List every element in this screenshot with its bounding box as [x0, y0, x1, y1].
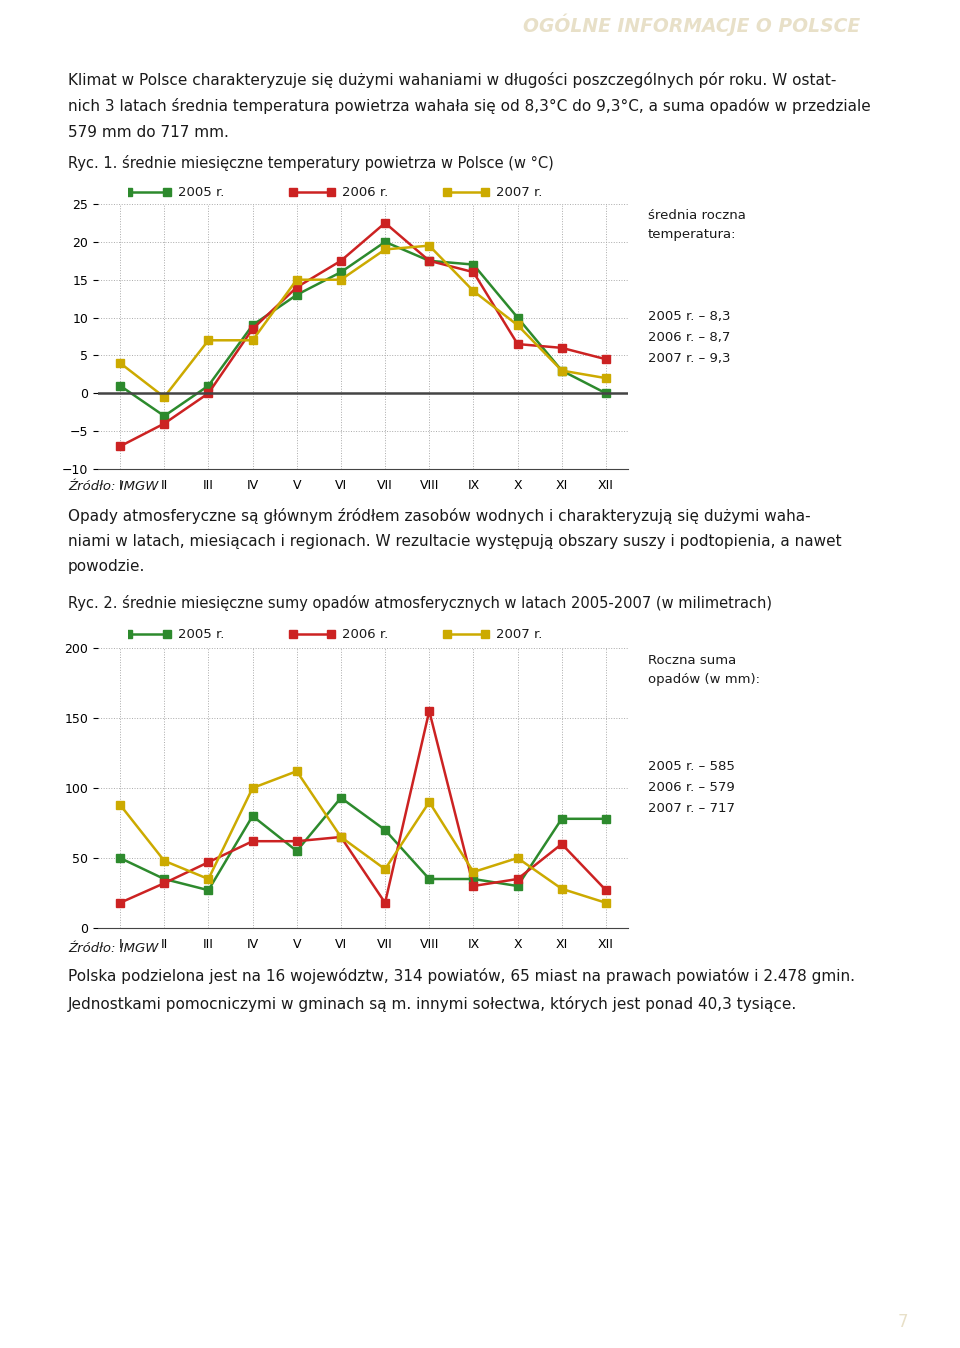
Text: Jednostkami pomocniczymi w gminach są m. innymi sołectwa, których jest ponad 40,: Jednostkami pomocniczymi w gminach są m.…: [68, 996, 797, 1012]
Text: 2005 r.: 2005 r.: [178, 628, 224, 640]
Text: powodzie.: powodzie.: [68, 559, 145, 574]
Text: Źródło: IMGW: Źródło: IMGW: [68, 942, 158, 956]
Text: 2006 r.: 2006 r.: [343, 628, 389, 640]
Text: OGÓLNE INFORMACJE O POLSCE: OGÓLNE INFORMACJE O POLSCE: [522, 13, 860, 36]
Text: Ryc. 1. średnie miesięczne temperatury powietrza w Polsce (w °C): Ryc. 1. średnie miesięczne temperatury p…: [68, 155, 554, 171]
Text: 2005 r. – 8,3
2006 r. – 8,7
2007 r. – 9,3: 2005 r. – 8,3 2006 r. – 8,7 2007 r. – 9,…: [648, 310, 731, 365]
Text: 2007 r.: 2007 r.: [496, 186, 542, 198]
Text: 7: 7: [898, 1313, 907, 1330]
Text: 579 mm do 717 mm.: 579 mm do 717 mm.: [68, 125, 228, 140]
Text: Polska podzielona jest na 16 województw, 314 powiatów, 65 miast na prawach powia: Polska podzielona jest na 16 województw,…: [68, 968, 855, 984]
Text: 2005 r. – 585
2006 r. – 579
2007 r. – 717: 2005 r. – 585 2006 r. – 579 2007 r. – 71…: [648, 760, 735, 816]
Text: średnia roczna
temperatura:: średnia roczna temperatura:: [648, 209, 746, 241]
Text: niami w latach, miesiącach i regionach. W rezultacie występują obszary suszy i p: niami w latach, miesiącach i regionach. …: [68, 534, 842, 549]
Text: 2007 r.: 2007 r.: [496, 628, 542, 640]
Text: 2006 r.: 2006 r.: [343, 186, 389, 198]
Text: Ryc. 2. średnie miesięczne sumy opadów atmosferycznych w latach 2005-2007 (w mil: Ryc. 2. średnie miesięczne sumy opadów a…: [68, 594, 772, 611]
Text: Klimat w Polsce charakteryzuje się dużymi wahaniami w długości poszczególnych pó: Klimat w Polsce charakteryzuje się dużym…: [68, 71, 836, 88]
Text: Roczna suma
opadów (w mm):: Roczna suma opadów (w mm):: [648, 654, 760, 686]
Text: Źródło: IMGW: Źródło: IMGW: [68, 480, 158, 493]
Text: 2005 r.: 2005 r.: [178, 186, 224, 198]
Text: Opady atmosferyczne są głównym źródłem zasobów wodnych i charakteryzują się duży: Opady atmosferyczne są głównym źródłem z…: [68, 508, 810, 524]
Text: nich 3 latach średnia temperatura powietrza wahała się od 8,3°C do 9,3°C, a suma: nich 3 latach średnia temperatura powiet…: [68, 98, 871, 115]
